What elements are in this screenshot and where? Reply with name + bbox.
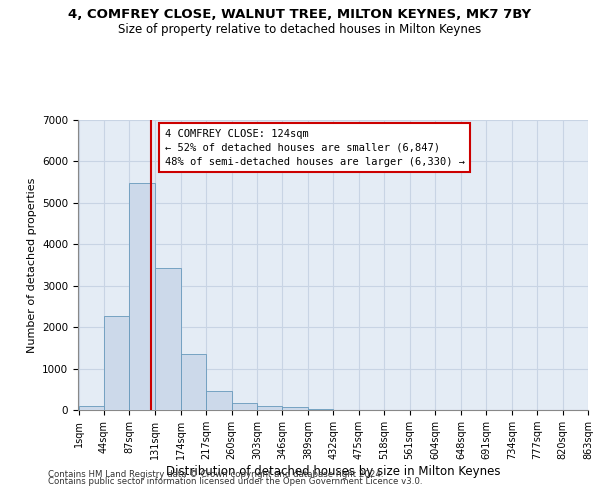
Bar xyxy=(232,403,257,410)
Text: Size of property relative to detached houses in Milton Keynes: Size of property relative to detached ho… xyxy=(118,22,482,36)
Bar xyxy=(181,354,206,410)
Text: 4, COMFREY CLOSE, WALNUT TREE, MILTON KEYNES, MK7 7BY: 4, COMFREY CLOSE, WALNUT TREE, MILTON KE… xyxy=(68,8,532,20)
Text: Contains public sector information licensed under the Open Government Licence v3: Contains public sector information licen… xyxy=(48,478,422,486)
Bar xyxy=(308,409,333,410)
Bar xyxy=(283,407,308,410)
Bar xyxy=(155,268,181,410)
X-axis label: Distribution of detached houses by size in Milton Keynes: Distribution of detached houses by size … xyxy=(166,465,500,478)
Text: Contains HM Land Registry data © Crown copyright and database right 2024.: Contains HM Land Registry data © Crown c… xyxy=(48,470,383,479)
Bar xyxy=(104,316,130,410)
Text: 4 COMFREY CLOSE: 124sqm
← 52% of detached houses are smaller (6,847)
48% of semi: 4 COMFREY CLOSE: 124sqm ← 52% of detache… xyxy=(164,128,465,166)
Bar xyxy=(79,406,104,410)
Y-axis label: Number of detached properties: Number of detached properties xyxy=(26,178,37,352)
Bar xyxy=(206,391,232,410)
Bar xyxy=(130,184,155,410)
Bar xyxy=(257,406,283,410)
